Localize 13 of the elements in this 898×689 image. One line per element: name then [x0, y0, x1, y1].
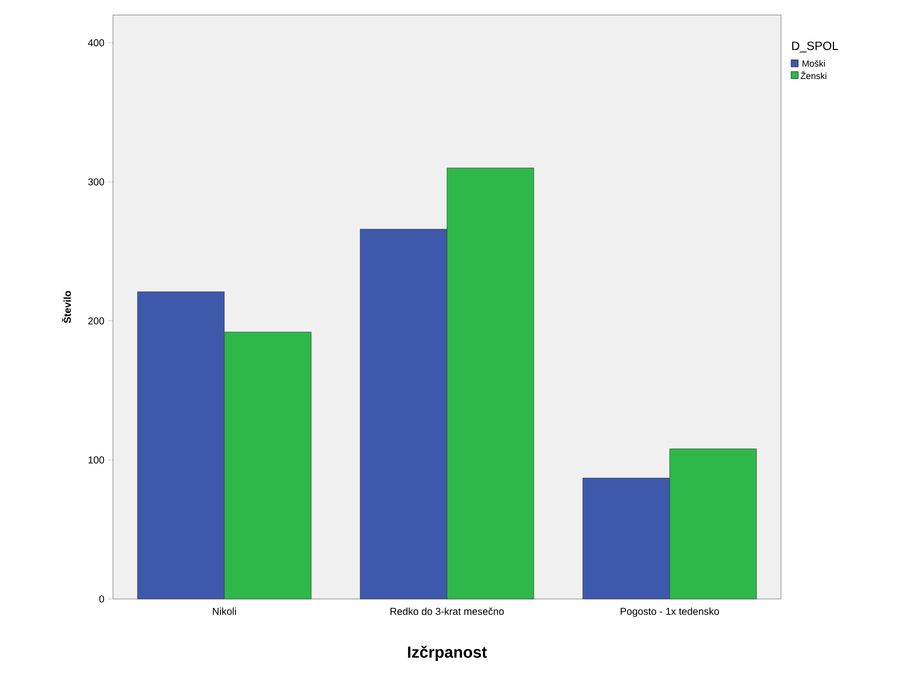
- y-tick-label: 200: [88, 317, 104, 324]
- y-tick-label: 100: [88, 456, 104, 464]
- y-tick-label: 0: [99, 595, 104, 603]
- x-tick-label: Redko do 3-krat mesečno: [390, 608, 504, 615]
- y-axis-title: Število: [62, 290, 71, 324]
- y-tick-label: 300: [88, 178, 104, 186]
- legend-label: Moški: [802, 60, 825, 67]
- legend-label: Ženski: [800, 71, 826, 80]
- x-tick-label: Pogosto - 1x tedensko: [620, 608, 719, 617]
- x-tick-label: Nikoli: [212, 608, 236, 615]
- y-tick-label: 400: [88, 39, 104, 46]
- x-axis-title: Izčrpanost: [408, 646, 487, 661]
- legend-title: D_SPOL: [792, 42, 838, 52]
